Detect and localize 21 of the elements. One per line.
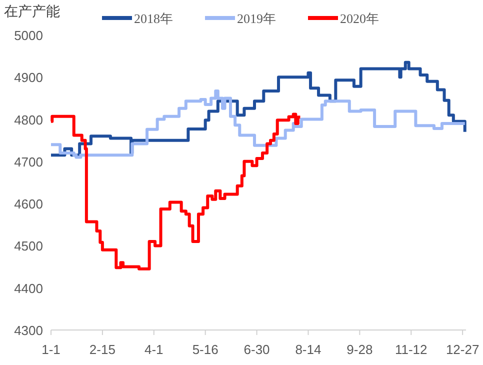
x-tick-label: 1-1 bbox=[42, 342, 60, 357]
y-tick-label: 4600 bbox=[14, 196, 43, 212]
x-tick-label: 5-16 bbox=[192, 342, 218, 357]
x-tick-label: 11-12 bbox=[394, 342, 428, 357]
y-axis-title: 在产产能 bbox=[4, 4, 60, 20]
legend-label: 2020年 bbox=[340, 11, 379, 26]
y-tick-label: 4700 bbox=[14, 154, 43, 170]
legend-label: 2018年 bbox=[134, 11, 173, 26]
x-tick-label: 4-1 bbox=[144, 342, 164, 357]
x-tick-label: 9-28 bbox=[346, 342, 373, 357]
x-tick-label: 6-30 bbox=[244, 342, 270, 357]
y-tick-label: 5000 bbox=[14, 28, 43, 43]
y-tick-label: 4900 bbox=[14, 70, 43, 86]
x-tick-label: 12-27 bbox=[446, 342, 480, 357]
x-tick-label: 8-14 bbox=[295, 342, 322, 357]
x-tick-label: 2-15 bbox=[89, 342, 116, 357]
y-tick-label: 4500 bbox=[14, 238, 43, 254]
y-tick-label: 4800 bbox=[14, 112, 43, 128]
y-tick-label: 4300 bbox=[14, 323, 43, 338]
y-tick-label: 4400 bbox=[14, 280, 43, 296]
legend-label: 2019年 bbox=[237, 11, 276, 26]
